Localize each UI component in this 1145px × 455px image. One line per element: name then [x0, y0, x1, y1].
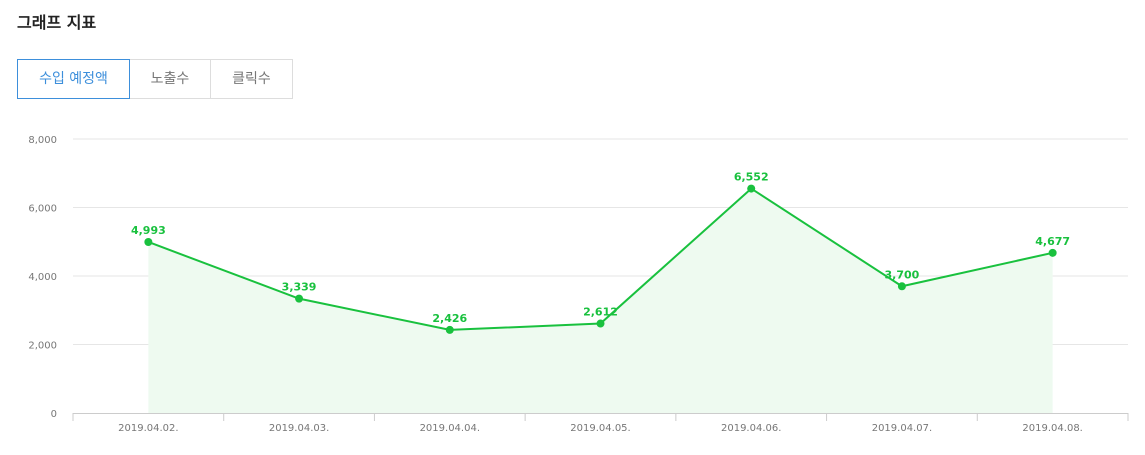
data-point [897, 282, 906, 291]
page-title: 그래프 지표 [17, 13, 97, 32]
x-tick-label: 2019.04.04. [420, 423, 480, 434]
data-label: 6,552 [734, 171, 769, 184]
tab-clicks[interactable]: 클릭수 [211, 59, 293, 99]
x-tick-label: 2019.04.05. [570, 423, 630, 434]
x-tick-label: 2019.04.02. [118, 423, 178, 434]
data-point [596, 319, 605, 328]
data-label: 3,339 [282, 281, 317, 294]
y-tick-label: 6,000 [28, 204, 57, 215]
data-label: 3,700 [885, 268, 920, 281]
data-point [747, 184, 756, 193]
data-point [445, 325, 454, 334]
y-tick-label: 4,000 [28, 272, 57, 283]
data-point [295, 294, 304, 303]
y-tick-label: 0 [51, 409, 57, 420]
x-tick-label: 2019.04.03. [269, 423, 329, 434]
x-tick-label: 2019.04.06. [721, 423, 781, 434]
x-tick-label: 2019.04.08. [1022, 423, 1082, 434]
data-point [144, 237, 153, 246]
data-point [1048, 248, 1057, 257]
tab-expected-revenue[interactable]: 수입 예정액 [17, 59, 130, 99]
y-tick-label: 8,000 [28, 135, 57, 146]
y-tick-label: 2,000 [28, 341, 57, 352]
metric-tabs: 수입 예정액 노출수 클릭수 [17, 59, 293, 99]
series-area [148, 188, 1053, 413]
data-label: 2,426 [432, 312, 467, 325]
data-label: 4,993 [131, 224, 166, 237]
data-label: 4,677 [1035, 235, 1070, 248]
data-label: 2,612 [583, 306, 618, 319]
tab-impressions[interactable]: 노출수 [130, 59, 211, 99]
x-tick-label: 2019.04.07. [872, 423, 932, 434]
